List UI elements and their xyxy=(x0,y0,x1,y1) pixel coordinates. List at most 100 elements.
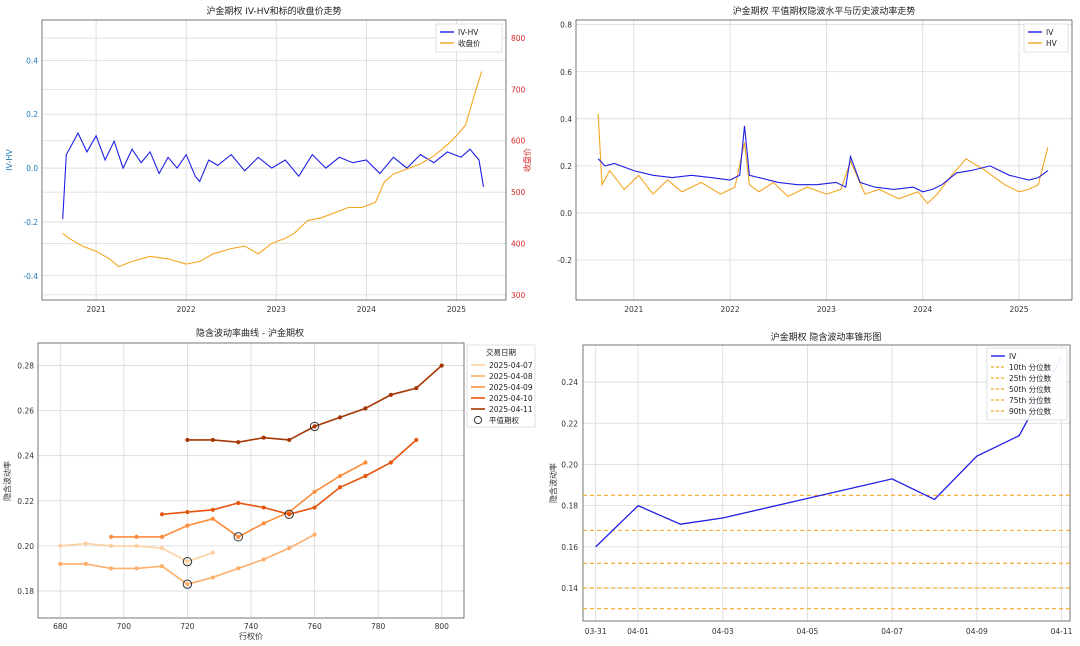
data-point xyxy=(83,541,88,546)
x-tick-label: 04-03 xyxy=(712,627,734,636)
y-tick-label: 0.24 xyxy=(561,378,578,387)
x-tick-label: 2024 xyxy=(357,305,376,314)
data-point xyxy=(210,516,215,521)
legend-label: IV xyxy=(1046,28,1054,37)
y-tick-label: -0.2 xyxy=(23,218,38,227)
y-right-tick-label: 800 xyxy=(511,34,526,43)
data-point xyxy=(414,385,419,391)
legend-label: HV xyxy=(1046,39,1058,48)
data-point xyxy=(58,561,63,567)
atm-marker xyxy=(233,532,243,542)
data-point xyxy=(414,437,419,443)
x-tick-label: 2021 xyxy=(624,305,643,314)
x-tick-label: 04-09 xyxy=(966,627,988,636)
y-right-tick-label: 700 xyxy=(511,85,526,94)
legend-box xyxy=(435,23,503,53)
data-point xyxy=(363,460,368,465)
plot-frame xyxy=(575,19,1073,301)
atm-marker xyxy=(182,579,193,589)
y-right-axis-label: 收盘价 xyxy=(522,148,532,172)
y-right-tick-label: 300 xyxy=(511,291,526,300)
data-point xyxy=(210,550,215,555)
data-point xyxy=(210,437,215,443)
legend-label: 2025-04-11 xyxy=(489,405,533,414)
x-tick-label: 04-11 xyxy=(1051,627,1073,636)
data-point xyxy=(185,559,190,564)
data-point xyxy=(134,543,139,548)
y-tick-label: 0.24 xyxy=(17,452,34,461)
legend-label: 2025-04-10 xyxy=(489,394,533,403)
x-tick-label: 2025 xyxy=(1009,305,1028,314)
data-point xyxy=(312,532,317,537)
data-point xyxy=(185,509,190,515)
y-axis-label: 隐含波动率 xyxy=(2,461,12,501)
data-point xyxy=(210,507,215,512)
y-tick-label: 0.18 xyxy=(561,502,578,511)
iv-hv-level-chart: 沪金期权 平值期权隐波水平与历史波动率走势 -0.2 0.0 0.2 0.4 0.6 0.8… xyxy=(557,5,1073,314)
y-tick-label: 0.28 xyxy=(17,362,34,371)
y-tick-label: 0.14 xyxy=(561,584,578,593)
legend-label: IV xyxy=(1009,352,1017,361)
y-axis-label: IV-HV xyxy=(5,149,14,171)
x-tick-label: 2022 xyxy=(177,305,196,314)
data-point xyxy=(236,534,241,539)
legend-label: 25th 分位数 xyxy=(1009,373,1052,383)
x-tick-label: 740 xyxy=(244,622,259,631)
data-point xyxy=(109,566,114,571)
chart-title: 沪金期权 平值期权隐波水平与历史波动率走势 xyxy=(733,5,916,17)
y-axis-label: 隐含波动率 xyxy=(548,463,558,503)
data-point xyxy=(159,512,165,517)
legend-atm-marker xyxy=(473,415,483,425)
series-line-iv-hv xyxy=(62,131,485,220)
data-point xyxy=(109,543,114,548)
y-tick-label: 0.6 xyxy=(560,68,572,77)
data-point xyxy=(159,534,165,539)
legend-label: 2025-04-07 xyxy=(489,361,533,370)
smile-line xyxy=(111,461,366,538)
legend-label: IV-HV xyxy=(458,28,479,37)
data-point xyxy=(261,505,266,510)
data-point xyxy=(261,557,266,562)
x-tick-label: 2022 xyxy=(721,305,740,314)
y-tick-label: 0.2 xyxy=(26,110,38,119)
chart-title: 沪金期权 隐含波动率锥形图 xyxy=(771,331,882,343)
data-point xyxy=(185,523,190,528)
iv-cone-chart: 沪金期权 隐含波动率锥形图 0.14 0.16 0.18 0.20 0.22 0.24 03-… xyxy=(548,331,1073,636)
x-tick-label: 2024 xyxy=(913,305,932,314)
data-point xyxy=(83,561,88,567)
data-point xyxy=(261,521,266,526)
data-point xyxy=(261,435,266,440)
legend-box xyxy=(466,344,536,428)
data-point xyxy=(312,505,317,510)
x-tick-label: 2025 xyxy=(447,305,466,314)
data-point xyxy=(236,566,241,571)
x-tick-label: 04-07 xyxy=(881,627,903,636)
legend-label: 10th 分位数 xyxy=(1009,362,1052,372)
x-tick-label: 720 xyxy=(180,622,195,631)
y-tick-label: -0.2 xyxy=(557,256,572,265)
y-tick-label: 0.20 xyxy=(17,542,34,551)
data-point xyxy=(312,489,317,494)
chart-title: 隐含波动率曲线 - 沪金期权 xyxy=(196,327,304,339)
x-tick-label: 2023 xyxy=(267,305,286,314)
y-right-tick-label: 600 xyxy=(511,137,526,146)
series-line-hv xyxy=(597,114,1049,205)
plot-frame xyxy=(37,342,465,619)
x-tick-label: 2021 xyxy=(87,305,106,314)
data-point xyxy=(287,437,292,443)
data-point xyxy=(185,437,190,443)
iv-smile-chart: 隐含波动率曲线 - 沪金期权 0.18 0.20 0.22 0.24 0.26 0.28 68… xyxy=(2,327,536,641)
y-tick-label: 0.22 xyxy=(17,497,34,506)
data-point xyxy=(388,460,393,465)
data-point xyxy=(159,564,165,569)
legend-label: 2025-04-08 xyxy=(489,372,533,381)
data-point xyxy=(337,473,343,479)
data-point xyxy=(134,566,139,571)
x-tick-label: 760 xyxy=(307,622,322,631)
data-point xyxy=(134,534,139,539)
data-point xyxy=(236,500,241,506)
atm-marker xyxy=(309,421,320,432)
data-point xyxy=(159,546,165,551)
x-tick-label: 04-05 xyxy=(797,627,819,636)
data-point xyxy=(185,582,190,587)
